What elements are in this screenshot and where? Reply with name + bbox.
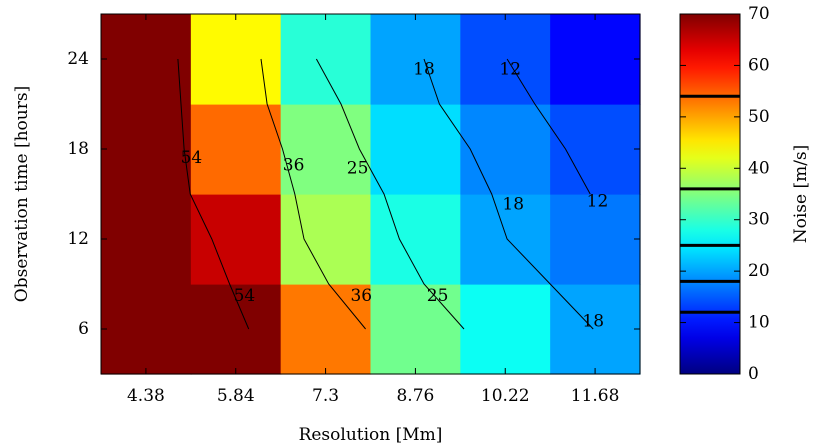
y-axis-label: Observation time [hours] (12, 86, 32, 302)
heatmap-cell (101, 194, 192, 285)
contour-label: 25 (427, 286, 449, 306)
heatmap-cell (190, 194, 282, 285)
heatmap-cell (280, 194, 372, 285)
contour-label: 36 (350, 286, 372, 306)
contour-line-36 (260, 58, 366, 330)
contour-line-54 (177, 58, 250, 330)
colorbar-tick-label: 10 (748, 313, 770, 333)
heatmap-cell (460, 284, 551, 375)
contour-label: 18 (413, 60, 435, 80)
colorbar-label: Noise [m/s] (791, 145, 811, 244)
heatmap-cell (280, 14, 372, 105)
colorbar-tick-label: 70 (748, 4, 770, 24)
heatmap-cell (190, 14, 282, 105)
y-tick-label: 6 (78, 319, 89, 339)
colorbar-tick-label: 40 (748, 158, 770, 178)
heatmap-cell (101, 104, 192, 195)
x-tick-label: 7.3 (312, 386, 339, 406)
contour-label: 54 (234, 286, 256, 306)
colorbar-ticks: 0 10 20 30 40 50 60 70 (680, 4, 770, 384)
contour-label: 12 (587, 192, 609, 212)
heatmap-cell (550, 104, 641, 195)
contour-label: 18 (582, 312, 604, 332)
heatmap-cell (370, 104, 461, 195)
colorbar-tick-label: 60 (748, 55, 770, 75)
y-tick-label: 12 (67, 229, 89, 249)
colorbar-tick-label: 20 (748, 261, 770, 281)
contour-label: 25 (347, 159, 369, 179)
heatmap-cell (460, 104, 551, 195)
colorbar-tick-label: 50 (748, 107, 770, 127)
y-tick-label: 18 (67, 139, 89, 159)
plot-frame (100, 13, 641, 375)
heatmap-cell (550, 14, 641, 105)
contour-label: 54 (181, 148, 203, 168)
contour-labels: 54 54 36 36 25 25 18 18 18 12 12 (181, 60, 609, 332)
x-tick-label: 10.22 (481, 386, 530, 406)
heatmap-cell (370, 194, 461, 285)
heatmap-cell (280, 284, 372, 375)
heatmap-cells (101, 14, 641, 375)
colorbar-contour-levels (680, 94, 740, 314)
x-tick-label: 8.76 (396, 386, 434, 406)
colorbar-tick-label: 0 (748, 364, 759, 384)
x-tick-label: 11.68 (571, 386, 620, 406)
x-tick-label: 5.84 (217, 386, 255, 406)
contour-line-25 (315, 58, 465, 330)
heatmap-cell (101, 14, 192, 105)
contour-line-18 (423, 58, 594, 330)
y-tick-label: 24 (67, 49, 89, 69)
contour-label: 12 (499, 60, 521, 80)
heatmap-cell (101, 284, 192, 375)
heatmap-cell (460, 14, 551, 105)
contour-label: 18 (502, 195, 524, 215)
heatmap-cell (370, 14, 461, 105)
heatmap-cell (370, 284, 461, 375)
colorbar (679, 13, 741, 375)
heatmap-cell (190, 104, 282, 195)
contour-line-12 (506, 58, 591, 195)
contour-label: 36 (283, 156, 305, 176)
contour-lines (177, 58, 594, 330)
x-axis-label: Resolution [Mm] (299, 425, 443, 444)
colorbar-tick-label: 30 (748, 210, 770, 230)
y-axis-ticks: 6 12 18 24 (67, 49, 640, 339)
heatmap-cell (280, 104, 372, 195)
heatmap-cell (550, 194, 641, 285)
x-tick-label: 4.38 (127, 386, 165, 406)
x-axis-ticks: 4.38 5.84 7.3 8.76 10.22 11.68 (127, 14, 619, 406)
